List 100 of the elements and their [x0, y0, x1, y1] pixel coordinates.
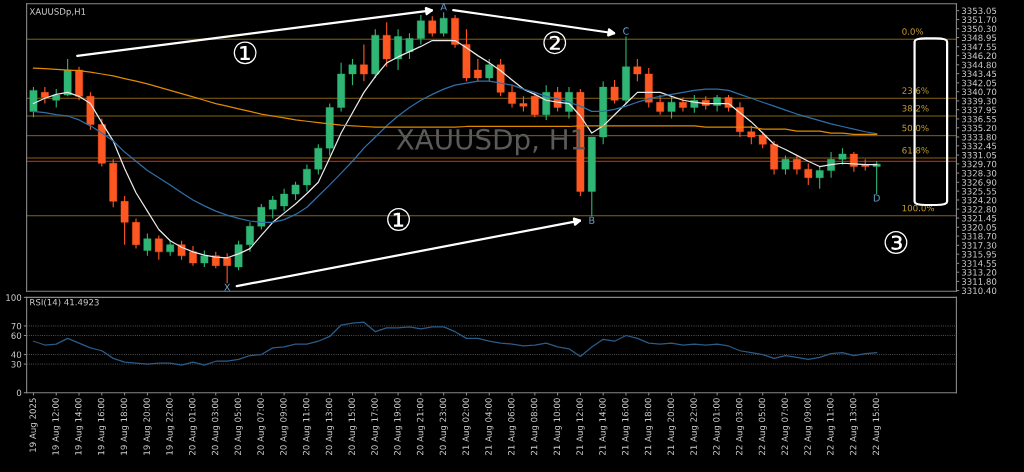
y-tick-label: 3332.45	[961, 142, 997, 150]
y-tick-label: 3347.55	[961, 43, 997, 51]
y-tick-label: 3333.80	[961, 133, 997, 141]
y-tick-label: 3337.95	[961, 106, 997, 114]
y-tick-label: 3324.20	[961, 196, 997, 204]
y-tick-label: 3311.80	[961, 278, 997, 285]
x-tick-label: 21 Aug 12:00	[576, 398, 585, 455]
y-tick-label: 3320.05	[961, 224, 997, 231]
annotation: D	[873, 194, 880, 202]
y-tick-label: 3346.20	[961, 52, 997, 60]
candlestick	[314, 143, 323, 175]
y-tick-label: 3313.20	[961, 269, 997, 276]
candlestick	[303, 164, 311, 193]
candlestick	[872, 160, 881, 195]
candlestick	[280, 188, 288, 212]
x-tick-label: 21 Aug 04:00	[485, 398, 494, 455]
y-tick-label: 3340.70	[961, 88, 997, 96]
x-tick-label: 21 Aug 10:00	[553, 398, 562, 455]
y-tick-label: 100	[6, 294, 22, 301]
x-tick-label: 22 Aug 15:00	[872, 398, 881, 455]
y-tick-label: 3328.30	[961, 169, 997, 177]
y-tick-label: 3317.30	[961, 242, 997, 249]
y-tick-label: 3336.55	[961, 115, 997, 123]
annotation: B	[589, 216, 595, 224]
x-tick-label: 19 Aug 22:00	[166, 398, 175, 455]
y-tick-label: 3310.40	[961, 287, 997, 294]
y-tick-label: 3314.55	[961, 260, 997, 267]
chart-title: RSI(14) 41.4923	[30, 298, 99, 307]
x-tick-label: 21 Aug 18:00	[644, 398, 653, 455]
y-tick-label: 3335.20	[961, 124, 997, 132]
x-tick-label: 19 Aug 18:00	[120, 398, 129, 455]
line-series	[32, 321, 878, 366]
candlestick	[747, 125, 756, 145]
candlestick	[143, 232, 152, 257]
y-tick-label: 3344.80	[961, 61, 997, 69]
candlestick	[610, 79, 619, 105]
y-tick-label: 3315.95	[961, 251, 997, 258]
y-tick-label: 3318.70	[961, 232, 997, 240]
x-tick-label: 20 Aug 09:00	[280, 398, 289, 455]
candlestick	[793, 154, 801, 175]
x-tick-label: 21 Aug 14:00	[599, 398, 608, 455]
y-tick-label: 60	[11, 332, 22, 339]
y-tick-label: 3325.55	[961, 188, 997, 195]
x-tick-label: 20 Aug 17:00	[371, 398, 380, 455]
x-tick-label: 21 Aug 02:00	[462, 398, 471, 455]
x-tick-label: 20 Aug 01:00	[188, 398, 198, 455]
x-tick-label: 21 Aug 20:00	[667, 398, 676, 455]
candlestick	[52, 88, 61, 109]
y-tick-label: 3326.90	[961, 179, 997, 186]
x-tick-label: 19 Aug 20:00	[143, 398, 152, 455]
x-tick-label: 20 Aug 23:00	[439, 398, 448, 455]
chart-title: XAUUSDp,H1	[29, 8, 86, 17]
x-tick-label: 22 Aug 11:00	[827, 398, 836, 455]
y-tick-label: 3350.30	[961, 25, 997, 33]
x-tick-label: 22 Aug 05:00	[758, 398, 767, 455]
annotation: ①	[387, 208, 410, 231]
candlestick	[473, 58, 482, 82]
candlestick	[41, 86, 49, 105]
annotation: C	[623, 27, 629, 35]
candlestick	[189, 245, 197, 267]
candlestick	[29, 86, 38, 118]
y-tick-label: 3329.70	[961, 160, 997, 168]
x-tick-label: 20 Aug 07:00	[257, 398, 266, 455]
candlestick	[291, 181, 300, 201]
x-tick-label: 21 Aug 16:00	[621, 398, 631, 455]
candlestick	[246, 221, 254, 253]
y-tick-label: 0	[16, 389, 22, 397]
y-tick-label: 3353.05	[961, 7, 997, 15]
candlestick	[360, 43, 368, 82]
candlestick	[257, 203, 266, 231]
candlestick	[428, 15, 437, 38]
x-tick-label: 20 Aug 21:00	[416, 398, 426, 455]
candlestick	[223, 252, 232, 284]
x-tick-label: 22 Aug 13:00	[849, 398, 859, 455]
candlestick	[542, 84, 551, 121]
candlestick	[439, 11, 448, 38]
x-tick-label: 22 Aug 03:00	[735, 398, 745, 455]
candlestick	[348, 58, 357, 86]
candlestick	[382, 21, 391, 68]
y-tick-label: 3351.70	[961, 16, 997, 23]
candlestick	[508, 84, 516, 109]
candlestick	[234, 240, 243, 271]
x-tick-label: 20 Aug 19:00	[394, 398, 403, 455]
y-tick-label: 30	[11, 360, 22, 368]
candlestick	[485, 58, 494, 82]
annotation: 100.0%	[902, 204, 935, 212]
x-tick-label: 20 Aug 11:00	[302, 398, 312, 455]
y-tick-label: 3343.45	[961, 70, 997, 78]
y-tick-label: 3322.80	[961, 206, 997, 213]
text: ③	[884, 231, 908, 254]
y-tick-label: 3321.45	[961, 214, 997, 222]
candlestick	[815, 165, 824, 190]
x-tick-label: 22 Aug 01:00	[713, 398, 722, 455]
x-tick-label: 22 Aug 07:00	[781, 398, 790, 455]
x-tick-label: 19 Aug 2025	[29, 398, 38, 452]
candlestick	[394, 28, 402, 71]
x-tick-label: 22 Aug 09:00	[804, 398, 813, 455]
candlestick	[417, 14, 425, 46]
candlestick	[154, 234, 163, 261]
candlestick	[804, 162, 813, 186]
